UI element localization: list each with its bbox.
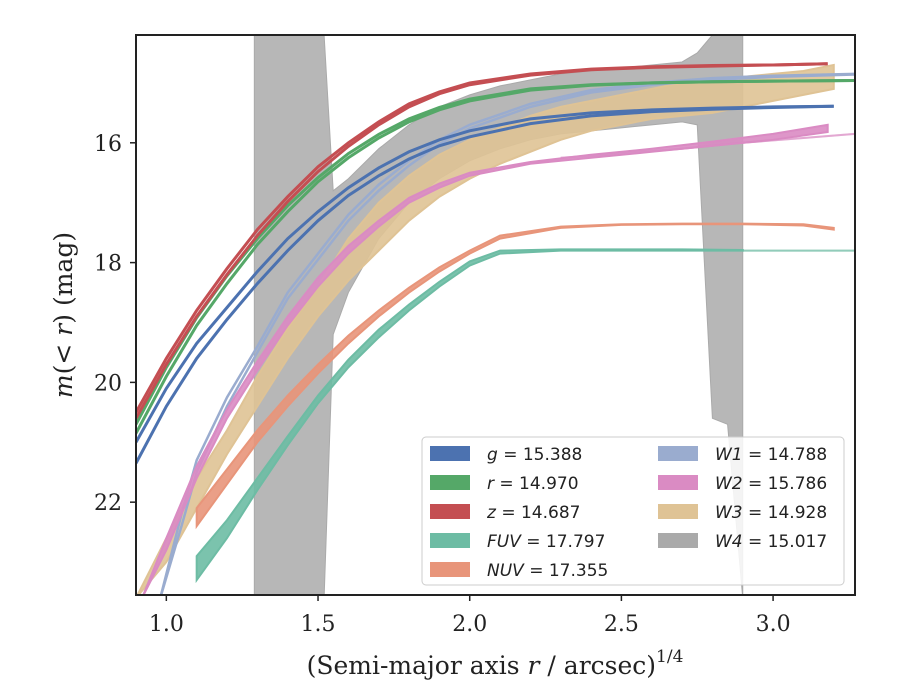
series-g-line <box>136 104 834 444</box>
legend-swatch-g <box>430 446 470 461</box>
legend-swatch-nuv <box>430 562 470 577</box>
legend-label-r: r = 14.970 <box>487 474 579 494</box>
plot-frame <box>135 34 856 596</box>
legend-label-w3: W3 = 14.928 <box>715 503 827 523</box>
axes: 1.0 1.5 2.0 2.5 3.0 16 18 20 22 <box>94 34 856 637</box>
legend-swatch-w2 <box>658 475 698 490</box>
series-w2-ext-line-2 <box>560 132 855 159</box>
series-w3-band <box>136 63 835 595</box>
legend: g = 15.388 r = 14.970 z = 14.687 FUV = 17.7… <box>421 436 845 586</box>
legend-label-w1: W1 = 14.788 <box>715 445 827 465</box>
series-w2-band <box>142 123 829 595</box>
y-tick-label: 22 <box>94 491 122 516</box>
y-tick-label: 18 <box>94 252 122 277</box>
x-tick-label: 1.5 <box>301 612 336 637</box>
x-tick-label: 2.0 <box>452 612 487 637</box>
legend-label-fuv: FUV = 17.797 <box>487 532 605 552</box>
legend-label-nuv: NUV = 17.355 <box>487 561 608 581</box>
series-g-line-2 <box>136 104 834 464</box>
legend-swatch-w4 <box>658 533 698 548</box>
y-tick-label: 16 <box>94 132 122 157</box>
x-tick-label: 2.5 <box>604 612 639 637</box>
legend-swatch-w3 <box>658 504 698 519</box>
legend-label-w2: W2 = 15.786 <box>715 474 827 494</box>
series-nuv-band <box>195 222 835 530</box>
legend-swatch-fuv <box>430 533 470 548</box>
legend-box <box>421 436 845 586</box>
legend-label-z: z = 14.687 <box>486 503 580 523</box>
legend-label-w4: W4 = 15.017 <box>715 532 827 552</box>
legend-label-g: g = 15.388 <box>487 445 582 465</box>
legend-swatch-r <box>430 475 470 490</box>
x-tick-label: 3.0 <box>756 612 791 637</box>
legend-swatch-w1 <box>658 446 698 461</box>
y-axis-label: m(< r) (mag) <box>49 232 78 398</box>
y-tick-label: 20 <box>94 371 122 396</box>
x-tick-label: 1.0 <box>149 612 184 637</box>
x-axis-label: (Semi-major axis r / arcsec)1/4 <box>307 647 684 680</box>
plot-area <box>136 35 855 595</box>
legend-swatch-z <box>430 504 470 519</box>
series-z-line-2 <box>136 62 828 420</box>
